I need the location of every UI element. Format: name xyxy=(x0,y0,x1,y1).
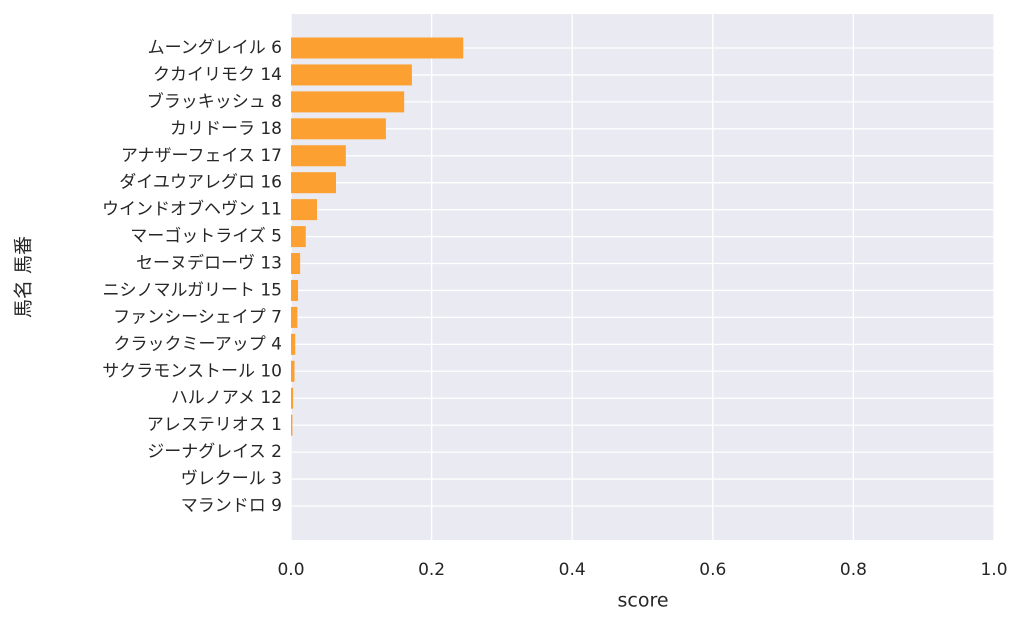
bar xyxy=(291,199,318,221)
bar xyxy=(291,226,306,248)
bar xyxy=(291,172,336,194)
x-tick-label: 0.0 xyxy=(277,560,304,580)
y-tick-label: ウインドオブヘヴン 11 xyxy=(102,199,282,220)
x-tick-label: 0.6 xyxy=(699,560,726,580)
bar xyxy=(291,360,295,382)
x-tick-label: 1.0 xyxy=(980,560,1007,580)
bar xyxy=(291,306,298,328)
y-tick-label: ハルノアメ 12 xyxy=(171,388,282,408)
bar xyxy=(291,37,464,59)
bar xyxy=(291,118,386,140)
y-tick-label: ファンシーシェイプ 7 xyxy=(113,307,282,327)
bar xyxy=(291,387,294,409)
y-tick-label: サクラモンストール 10 xyxy=(102,361,282,381)
x-axis-label: score xyxy=(617,590,668,612)
bar xyxy=(291,279,299,301)
y-tick-label: ヴレクール 3 xyxy=(181,469,282,489)
y-tick-label: クラックミーアップ 4 xyxy=(113,334,282,354)
x-tick-label: 0.8 xyxy=(840,560,867,580)
y-tick-label: ブラッキッシュ 8 xyxy=(147,91,282,112)
y-tick-label: カリドーラ 18 xyxy=(170,119,282,139)
y-tick-label: マランドロ 9 xyxy=(181,496,282,516)
bar xyxy=(291,145,346,167)
x-tick-label: 0.2 xyxy=(418,560,445,580)
x-tick-label: 0.4 xyxy=(559,560,586,580)
y-tick-label: セーヌデローヴ 13 xyxy=(136,253,282,274)
bar xyxy=(291,253,301,275)
y-tick-label: ニシノマルガリート 15 xyxy=(102,280,282,300)
bar xyxy=(291,91,405,113)
y-tick-label: アナザーフェイス 17 xyxy=(121,146,282,166)
y-tick-label: ダイユウアレグロ 16 xyxy=(119,173,282,193)
bar xyxy=(291,64,412,86)
y-tick-label: マーゴットライズ 5 xyxy=(130,226,282,247)
bar xyxy=(291,333,296,355)
bar xyxy=(291,414,293,436)
y-tick-label: アレステリオス 1 xyxy=(147,415,282,435)
y-axis-label: 馬名 馬番 xyxy=(13,236,35,318)
y-tick-label: ジーナグレイス 2 xyxy=(147,442,282,462)
y-tick-label: クカイリモク 14 xyxy=(153,65,282,85)
y-tick-label: ムーングレイル 6 xyxy=(148,38,282,58)
